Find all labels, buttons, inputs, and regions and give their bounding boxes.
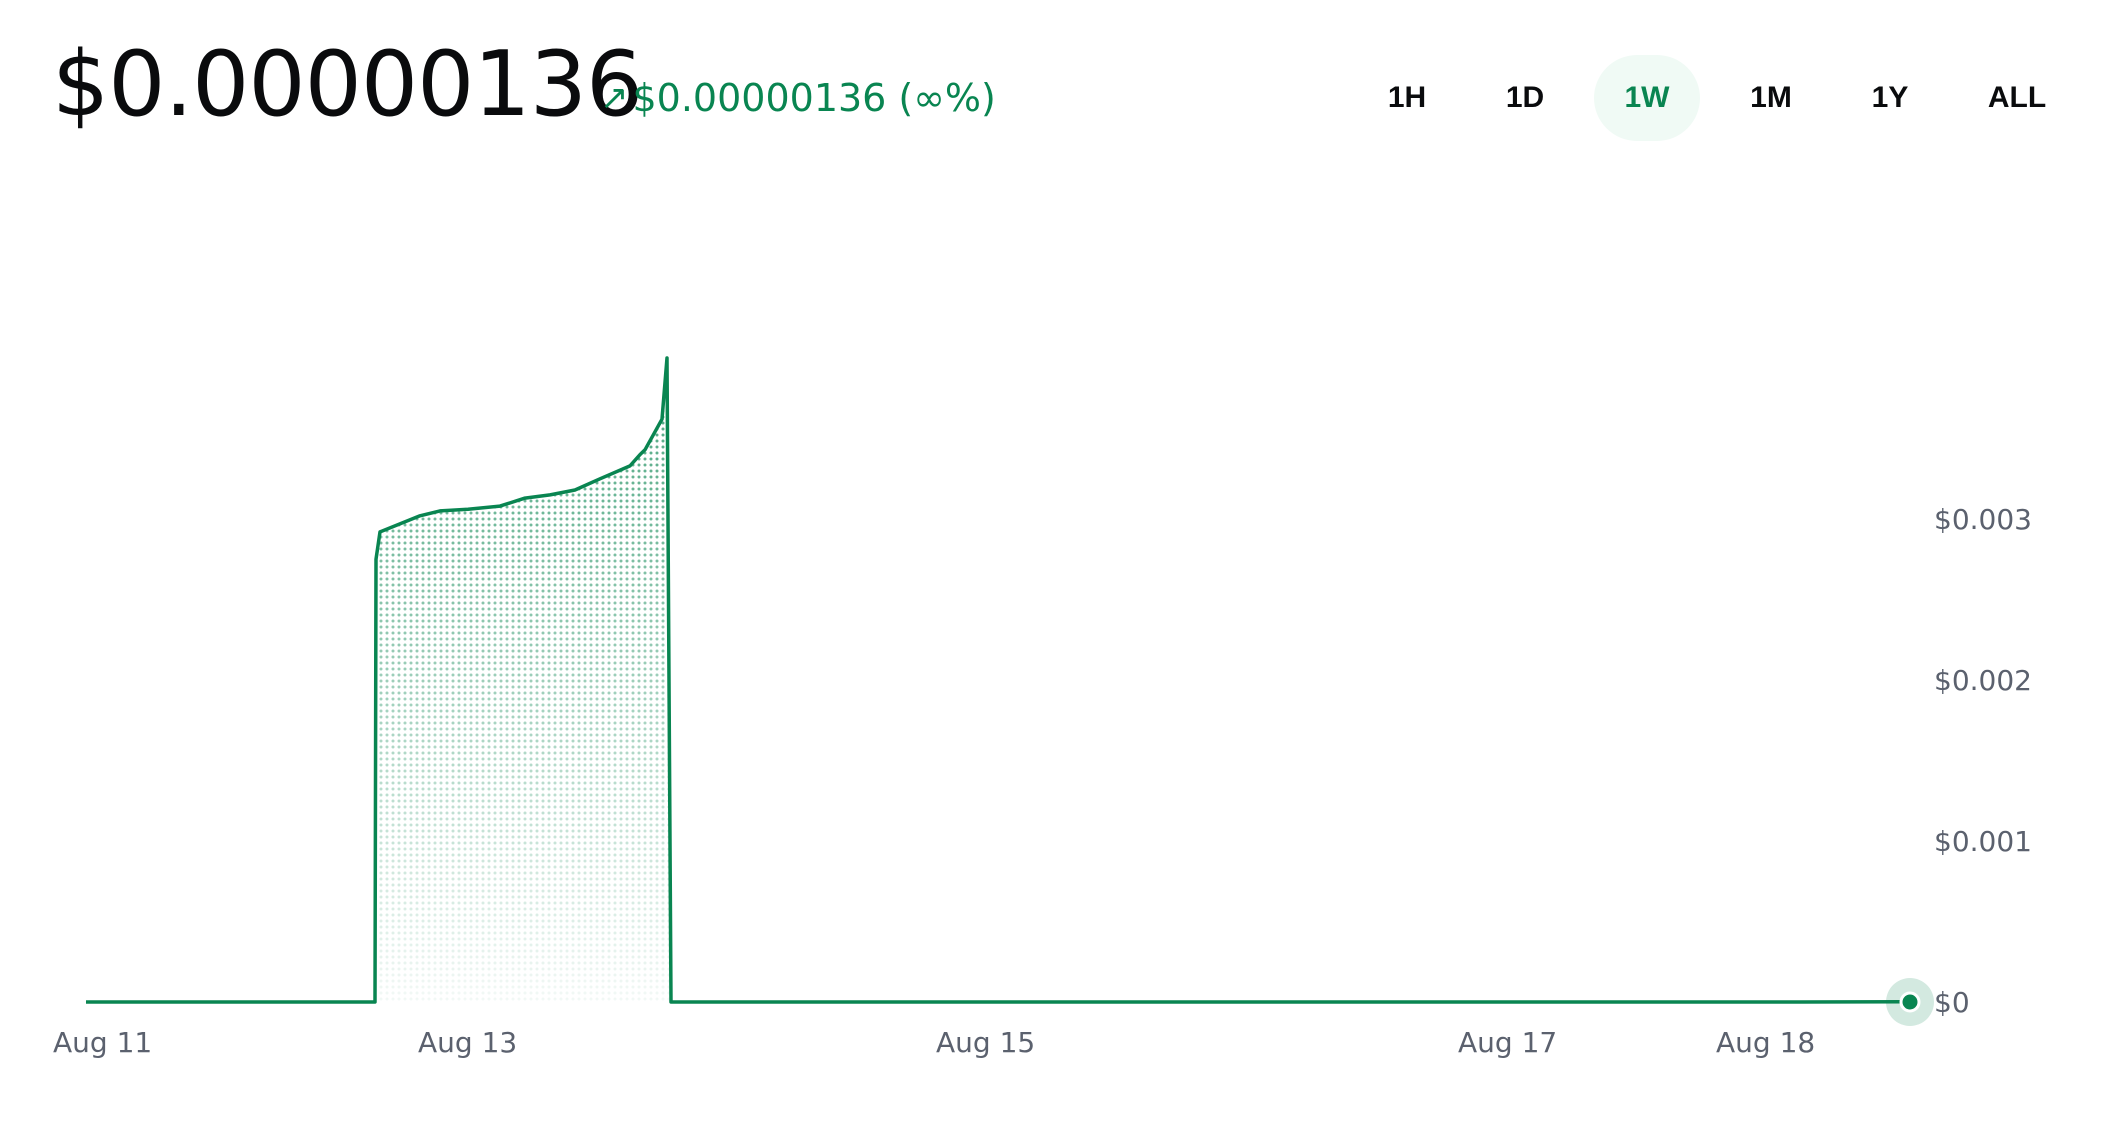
- tab-1d[interactable]: 1D: [1472, 55, 1578, 141]
- tab-1w[interactable]: 1W: [1594, 55, 1700, 141]
- x-tick-label: Aug 11: [53, 1026, 152, 1059]
- price-chart-svg: $0.003 $0.002 $0.001 $0 Aug 11 Aug 13 Aug 15 Au…: [0, 160, 2114, 1130]
- tab-1h[interactable]: 1H: [1354, 55, 1460, 141]
- arrow-up-right-icon: ↗: [600, 72, 629, 124]
- x-tick-label: Aug 15: [936, 1026, 1035, 1059]
- current-point-marker[interactable]: [1901, 993, 1919, 1011]
- tab-1y[interactable]: 1Y: [1837, 55, 1943, 141]
- x-tick-label: Aug 17: [1458, 1026, 1557, 1059]
- price-series-line: [86, 358, 1910, 1002]
- price-change-text: $0.00000136 (∞%): [633, 72, 996, 124]
- y-tick-label: $0.002: [1934, 664, 2032, 697]
- x-tick-label: Aug 13: [418, 1026, 517, 1059]
- timeframe-tabs: 1H 1D 1W 1M 1Y ALL: [1354, 55, 2114, 145]
- current-price: $0.00000136: [52, 30, 642, 140]
- price-header: $0.00000136 ↗ $0.00000136 (∞%) 1H 1D 1W …: [0, 0, 2114, 160]
- tab-all[interactable]: ALL: [1964, 55, 2070, 141]
- x-tick-label: Aug 18: [1716, 1026, 1815, 1059]
- y-tick-label: $0.001: [1934, 825, 2032, 858]
- price-chart[interactable]: $0.003 $0.002 $0.001 $0 Aug 11 Aug 13 Aug 15 Au…: [0, 160, 2114, 1130]
- price-change: ↗ $0.00000136 (∞%): [600, 72, 996, 124]
- tab-1m[interactable]: 1M: [1718, 55, 1824, 141]
- y-tick-label: $0.003: [1934, 503, 2032, 536]
- y-tick-label: $0: [1934, 986, 1970, 1019]
- price-area-fill: [86, 358, 1910, 1002]
